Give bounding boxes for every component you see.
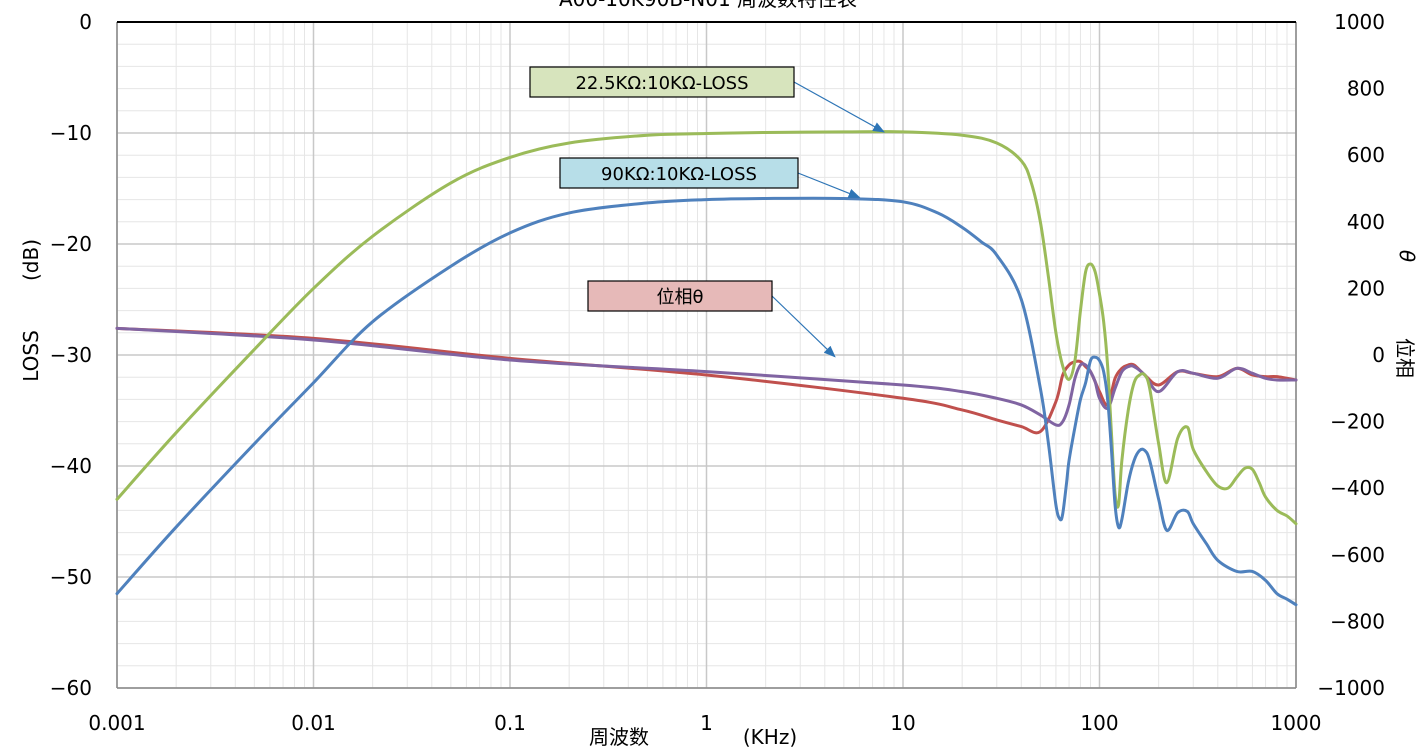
series-line-0 xyxy=(115,130,1298,526)
y-right-tick-label: 400 xyxy=(1347,210,1385,234)
callout-label: 位相θ xyxy=(656,287,703,308)
y-right-tick-label: 200 xyxy=(1347,276,1385,300)
callout-arrow xyxy=(771,295,836,358)
y-right-tick-label: 600 xyxy=(1347,143,1385,167)
callout-arrow xyxy=(793,81,886,133)
y-right-tick-label: 800 xyxy=(1347,77,1385,101)
y-left-tick-label: −50 xyxy=(50,565,92,589)
y-right-tick-label: −800 xyxy=(1330,609,1385,633)
chart-title: A00-10K90B-N01 周波数特性表 xyxy=(559,0,857,11)
x-axis-label: 周波数 xyxy=(589,725,649,749)
y-right-tick-label: −1000 xyxy=(1317,676,1385,700)
y-left-tick-label: −60 xyxy=(50,676,92,700)
grid xyxy=(116,21,1297,689)
y-right-tick-label: −600 xyxy=(1330,543,1385,567)
y-axis-left-label: LOSS xyxy=(19,330,43,382)
y-left-tick-label: −40 xyxy=(50,454,92,478)
y-right-tick-label: −200 xyxy=(1330,410,1385,434)
x-tick-label: 1000 xyxy=(1271,711,1322,735)
x-tick-label: 100 xyxy=(1080,711,1118,735)
y-left-tick-label: 0 xyxy=(79,10,92,34)
x-tick-label: 0.01 xyxy=(291,711,336,735)
y-right-tick-label: 0 xyxy=(1372,343,1385,367)
y-axis-left-unit: (dB) xyxy=(19,239,43,281)
y-right-tick-label: −400 xyxy=(1330,476,1385,500)
tick-labels: 0.001 0.01 0.1 1 10 100 1000 0 −10 −20 −30 −40 −50 −6… xyxy=(50,10,1385,735)
callout-group: 22.5KΩ:10KΩ-LOSS 90KΩ:10KΩ-LOSS 位相θ xyxy=(529,66,886,358)
x-tick-label: 10 xyxy=(890,711,915,735)
callout-box xyxy=(587,280,773,312)
y-axis-right-symbol: θ xyxy=(1395,250,1419,262)
x-axis-unit: (KHz) xyxy=(743,725,797,749)
y-right-tick-label: 1000 xyxy=(1334,10,1385,34)
x-tick-label: 0.1 xyxy=(494,711,526,735)
x-tick-label: 0.001 xyxy=(88,711,145,735)
y-left-tick-label: −20 xyxy=(50,232,92,256)
callout-label: 22.5KΩ:10KΩ-LOSS xyxy=(575,73,748,94)
callout-label: 90KΩ:10KΩ-LOSS xyxy=(601,164,757,185)
y-left-tick-label: −30 xyxy=(50,343,92,367)
series-line-1 xyxy=(115,196,1298,607)
callout-box xyxy=(529,66,795,98)
y-left-tick-label: −10 xyxy=(50,121,92,145)
callout-arrow xyxy=(797,172,861,198)
x-tick-label: 1 xyxy=(700,711,713,735)
callout-box xyxy=(559,157,799,189)
series-group xyxy=(115,130,1298,607)
y-axis-right-label: 位相 xyxy=(1393,338,1417,378)
plot-frame xyxy=(116,21,1297,689)
